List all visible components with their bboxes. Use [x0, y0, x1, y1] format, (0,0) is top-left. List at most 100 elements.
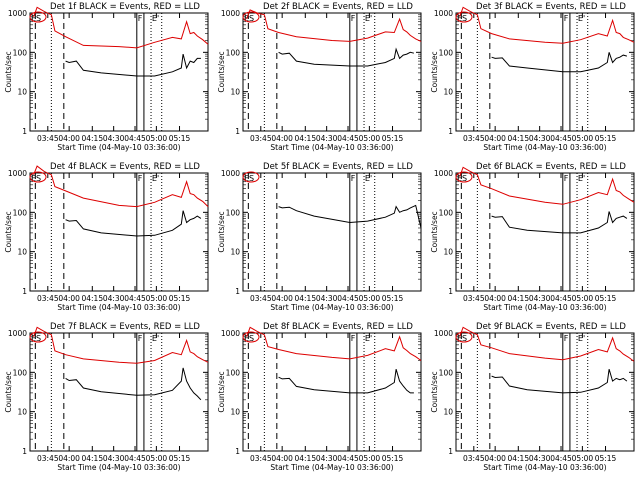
x-tick-label: 05:15	[595, 134, 617, 143]
marker-f: F	[564, 334, 569, 343]
x-tick-label: 03:45	[250, 294, 272, 303]
panel-title: Det 3f BLACK = Events, RED = LLD	[476, 2, 626, 12]
x-tick-label: 04:45	[337, 294, 359, 303]
marker-es-circle	[29, 11, 47, 23]
y-tick-label: 1	[22, 287, 27, 296]
plot-frame	[455, 172, 635, 292]
y-axis-label: Counts/sec	[430, 211, 439, 252]
detector-panel-6: Det 6f BLACK = Events, RED = LLD 1 10 100 10…	[430, 162, 635, 312]
panel-title: Det 2f BLACK = Events, RED = LLD	[263, 2, 413, 12]
lld-series-line	[459, 326, 635, 362]
x-axis-label: Start Time (04-May-10 03:36:00)	[57, 463, 180, 472]
plot-frame	[242, 332, 422, 452]
x-tick-label: 04:15	[81, 134, 103, 143]
marker-es-circle	[29, 171, 47, 183]
y-axis-label: Counts/sec	[4, 371, 13, 412]
x-axis-label: Start Time (04-May-10 03:36:00)	[270, 303, 393, 312]
x-tick-label: 04:15	[507, 294, 529, 303]
x-tick-label: 05:00	[572, 454, 594, 463]
x-tick-label: 05:00	[572, 134, 594, 143]
y-axis-label: Counts/sec	[4, 211, 13, 252]
y-tick-label: 1000	[221, 329, 240, 338]
detector-panel-3: Det 3f BLACK = Events, RED = LLD 1 10 100 10…	[430, 2, 635, 152]
marker-es-circle	[242, 11, 260, 23]
x-tick-label: 04:00	[484, 454, 506, 463]
y-axis-label: Counts/sec	[217, 211, 226, 252]
x-tick-label: 05:00	[359, 294, 381, 303]
marker-es: ES	[244, 334, 254, 343]
marker-f: F	[138, 14, 143, 23]
x-tick-label: 04:45	[124, 134, 146, 143]
marker-f: F	[351, 14, 356, 23]
plot-frame	[29, 332, 209, 452]
plot-frame	[455, 12, 635, 132]
panel-title: Det 9f BLACK = Events, RED = LLD	[476, 322, 626, 332]
x-axis-label: Start Time (04-May-10 03:36:00)	[270, 463, 393, 472]
x-tick-label: 04:00	[484, 294, 506, 303]
lld-series-line	[246, 326, 422, 361]
x-tick-label: 05:15	[382, 454, 404, 463]
x-axis-label: Start Time (04-May-10 03:36:00)	[483, 303, 606, 312]
y-tick-label: 10	[17, 408, 27, 417]
y-tick-label: 1000	[221, 9, 240, 18]
events-series-line	[278, 204, 422, 229]
y-tick-label: 100	[13, 208, 28, 217]
x-tick-label: 04:30	[316, 454, 338, 463]
y-tick-label: 10	[230, 88, 240, 97]
y-tick-label: 1	[22, 447, 27, 456]
x-tick-label: 05:00	[359, 454, 381, 463]
events-series-line	[65, 53, 201, 77]
events-series-line	[491, 211, 628, 234]
x-tick-label: 04:15	[81, 454, 103, 463]
detector-panel-8: Det 8f BLACK = Events, RED = LLD 1 10 100 10…	[217, 322, 422, 472]
marker-es: ES	[31, 334, 41, 343]
events-series-line	[278, 47, 415, 67]
x-tick-label: 05:15	[382, 294, 404, 303]
x-tick-label: 04:30	[529, 134, 551, 143]
y-tick-label: 1	[22, 127, 27, 136]
y-tick-label: 1	[448, 127, 453, 136]
marker-es-circle	[455, 331, 473, 343]
x-axis-label: Start Time (04-May-10 03:36:00)	[57, 143, 180, 152]
events-series-line	[65, 210, 202, 237]
x-tick-label: 04:30	[103, 134, 125, 143]
x-tick-label: 04:15	[294, 294, 316, 303]
lld-series-line	[33, 165, 209, 208]
y-tick-label: 100	[226, 48, 241, 57]
marker-es: ES	[31, 14, 41, 23]
plot-frame	[29, 172, 209, 292]
y-tick-label: 10	[443, 408, 453, 417]
x-tick-label: 04:15	[294, 134, 316, 143]
x-tick-label: 04:15	[507, 454, 529, 463]
marker-es: ES	[457, 14, 467, 23]
y-tick-label: 100	[439, 368, 454, 377]
y-tick-label: 10	[230, 248, 240, 257]
marker-es: ES	[31, 174, 41, 183]
marker-e-prime: E'	[578, 14, 585, 23]
x-tick-label: 04:30	[103, 294, 125, 303]
detector-panel-2: Det 2f BLACK = Events, RED = LLD 1 10 100 10…	[217, 2, 422, 152]
detector-panel-9: Det 9f BLACK = Events, RED = LLD 1 10 100 10…	[430, 322, 635, 472]
x-tick-label: 04:30	[529, 454, 551, 463]
marker-es: ES	[457, 174, 467, 183]
y-axis-label: Counts/sec	[217, 371, 226, 412]
x-tick-label: 05:00	[572, 294, 594, 303]
y-tick-label: 10	[17, 88, 27, 97]
plot-frame	[29, 12, 209, 132]
marker-f: F	[351, 174, 356, 183]
y-tick-label: 1000	[434, 169, 453, 178]
marker-es-circle	[455, 11, 473, 23]
x-tick-label: 04:15	[81, 294, 103, 303]
marker-f: F	[351, 334, 356, 343]
marker-e-prime: E'	[578, 174, 585, 183]
x-axis-label: Start Time (04-May-10 03:36:00)	[270, 143, 393, 152]
y-tick-label: 1000	[8, 169, 27, 178]
events-series-line	[65, 367, 202, 401]
y-tick-label: 10	[230, 408, 240, 417]
marker-e-prime: E'	[365, 174, 372, 183]
lld-series-line	[459, 166, 635, 205]
y-tick-label: 100	[13, 48, 28, 57]
x-tick-label: 04:15	[294, 454, 316, 463]
y-tick-label: 1	[448, 287, 453, 296]
x-tick-label: 04:45	[550, 294, 572, 303]
